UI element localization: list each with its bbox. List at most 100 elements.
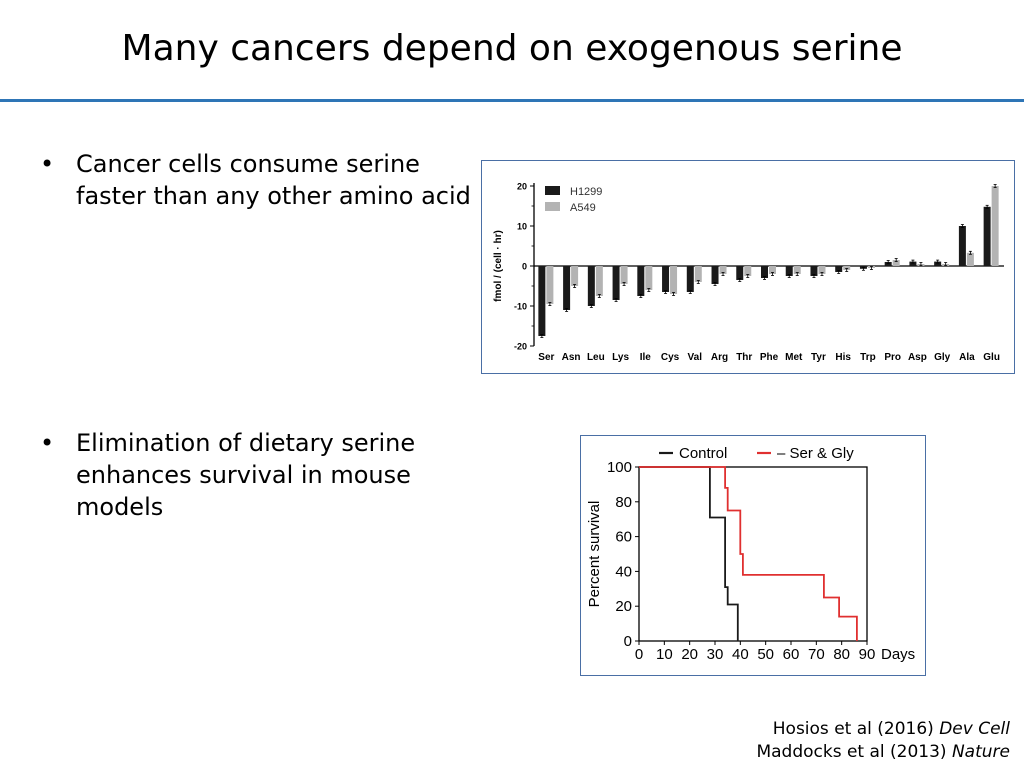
bar-asp-h1299 — [909, 261, 917, 266]
citation: Hosios et al (2016) Dev Cell — [610, 719, 1010, 739]
amino-acid-uptake-figure: 20 10 0 -10 -20 fmol / (cell · hr) Ser Asn Leu Ly… — [481, 160, 1015, 374]
bullet-symbol: • — [40, 429, 55, 457]
bar-glu-h1299 — [983, 206, 991, 266]
x-tick-label: 10 — [656, 646, 673, 663]
bar-ala-a549 — [966, 252, 974, 266]
bar-lys-a549 — [620, 266, 628, 284]
x-tick-label: Ser — [538, 352, 554, 363]
x-tick-label: 90 — [859, 646, 876, 663]
x-tick-label: Asp — [908, 352, 927, 363]
x-tick-label: Leu — [587, 352, 605, 363]
x-tick-label: Met — [785, 352, 803, 363]
bar-thr-h1299 — [736, 266, 744, 280]
bar-ser-a549 — [546, 266, 554, 304]
bar-lys-h1299 — [612, 266, 620, 300]
bullet-symbol: • — [40, 150, 55, 178]
bar-gly-h1299 — [934, 261, 942, 266]
bar-phe-h1299 — [761, 266, 768, 278]
bar-asn-a549 — [571, 266, 579, 286]
citation-journal: Nature — [951, 742, 1010, 762]
bullet-item: • Cancer cells consume serine faster tha… — [40, 148, 480, 218]
survival-chart: 0 10 20 30 40 50 60 70 80 90 Days 0 20 40 60 80 100 Perce… — [586, 445, 915, 663]
bar-arg-h1299 — [711, 266, 719, 284]
bar-ala-h1299 — [958, 226, 966, 266]
bar-met-a549 — [793, 266, 801, 274]
bar-tyr-h1299 — [810, 266, 818, 276]
y-axis-label: fmol / (cell · hr) — [493, 230, 504, 302]
bar-leu-a549 — [595, 266, 603, 296]
citation-journal: Dev Cell — [939, 719, 1010, 739]
x-tick-label: Arg — [711, 352, 728, 363]
x-tick-label: Glu — [983, 352, 1000, 363]
y-tick-label: -20 — [514, 342, 527, 352]
y-tick-label: 100 — [607, 459, 632, 476]
bar-thr-a549 — [744, 266, 752, 276]
x-axis-label: Days — [881, 646, 915, 663]
bar-ser-h1299 — [538, 266, 546, 336]
bar-phe-a549 — [769, 266, 776, 274]
survival-figure: 0 10 20 30 40 50 60 70 80 90 Days 0 20 40 60 80 100 Perce… — [580, 435, 926, 676]
x-tick-label: Ala — [959, 352, 975, 363]
plot-frame — [638, 466, 868, 642]
x-tick-label: 80 — [833, 646, 850, 663]
bullet-text: Cancer cells consume serine faster than … — [76, 150, 471, 210]
x-tick-label: His — [835, 352, 851, 363]
citation-authors: Maddocks et al (2013) — [756, 742, 952, 762]
amino-acid-uptake-chart: 20 10 0 -10 -20 fmol / (cell · hr) Ser Asn Leu Ly… — [493, 182, 1004, 363]
bar-val-h1299 — [686, 266, 694, 292]
bar-ile-a549 — [645, 266, 653, 290]
bullet-text: Elimination of dietary serine enhances s… — [76, 429, 416, 521]
y-tick-label: 0 — [522, 262, 527, 272]
bar-tyr-a549 — [818, 266, 826, 274]
x-tick-label: Thr — [736, 352, 752, 363]
bar-arg-a549 — [719, 266, 727, 274]
y-tick-label: 80 — [615, 494, 632, 511]
legend-label: Control — [679, 445, 727, 462]
y-tick-label: 0 — [624, 633, 632, 650]
series-line-control — [639, 466, 739, 641]
x-tick-label: Phe — [760, 352, 779, 363]
x-tick-label: 30 — [707, 646, 724, 663]
bar-met-h1299 — [785, 266, 793, 276]
x-tick-label: Cys — [661, 352, 680, 363]
x-tick-label: 50 — [757, 646, 774, 663]
bar-leu-h1299 — [587, 266, 595, 306]
bar-cys-h1299 — [662, 266, 670, 292]
x-tick-label: 0 — [635, 646, 643, 663]
bullet-item: • Elimination of dietary serine enhances… — [40, 427, 480, 521]
slide-title: Many cancers depend on exogenous serine — [121, 28, 903, 69]
legend-swatch — [545, 202, 560, 211]
legend-swatch — [545, 186, 560, 195]
x-tick-label: Ile — [640, 352, 652, 363]
legend-label: H1299 — [570, 186, 602, 198]
bar-pro-h1299 — [884, 262, 892, 266]
x-tick-label: Lys — [612, 352, 629, 363]
bar-glu-a549 — [991, 186, 999, 266]
x-tick-label: 40 — [732, 646, 749, 663]
citation: Maddocks et al (2013) Nature — [610, 742, 1010, 762]
y-tick-label: -10 — [514, 302, 527, 312]
bar-cys-a549 — [670, 266, 678, 294]
citation-authors: Hosios et al (2016) — [772, 719, 940, 739]
bar-asn-h1299 — [563, 266, 571, 310]
x-tick-label: Pro — [884, 352, 901, 363]
y-tick-label: 20 — [517, 182, 527, 192]
series-line-ser-gly — [639, 466, 858, 641]
bar-ile-h1299 — [637, 266, 645, 296]
y-tick-label: 40 — [615, 563, 632, 580]
y-tick-label: 10 — [517, 222, 527, 232]
y-tick-label: 60 — [615, 529, 632, 546]
x-tick-label: Val — [688, 352, 703, 363]
x-tick-label: Gly — [934, 352, 951, 363]
x-tick-label: Asn — [562, 352, 581, 363]
x-tick-label: Tyr — [811, 352, 826, 363]
x-tick-label: 20 — [681, 646, 698, 663]
bar-his-a549 — [843, 266, 851, 270]
x-tick-label: 70 — [808, 646, 825, 663]
bar-his-h1299 — [835, 266, 843, 272]
bar-pro-a549 — [892, 260, 900, 266]
x-tick-label: Trp — [860, 352, 876, 363]
x-tick-label: 60 — [783, 646, 800, 663]
legend-label: A549 — [570, 202, 596, 214]
bar-val-a549 — [694, 266, 702, 282]
